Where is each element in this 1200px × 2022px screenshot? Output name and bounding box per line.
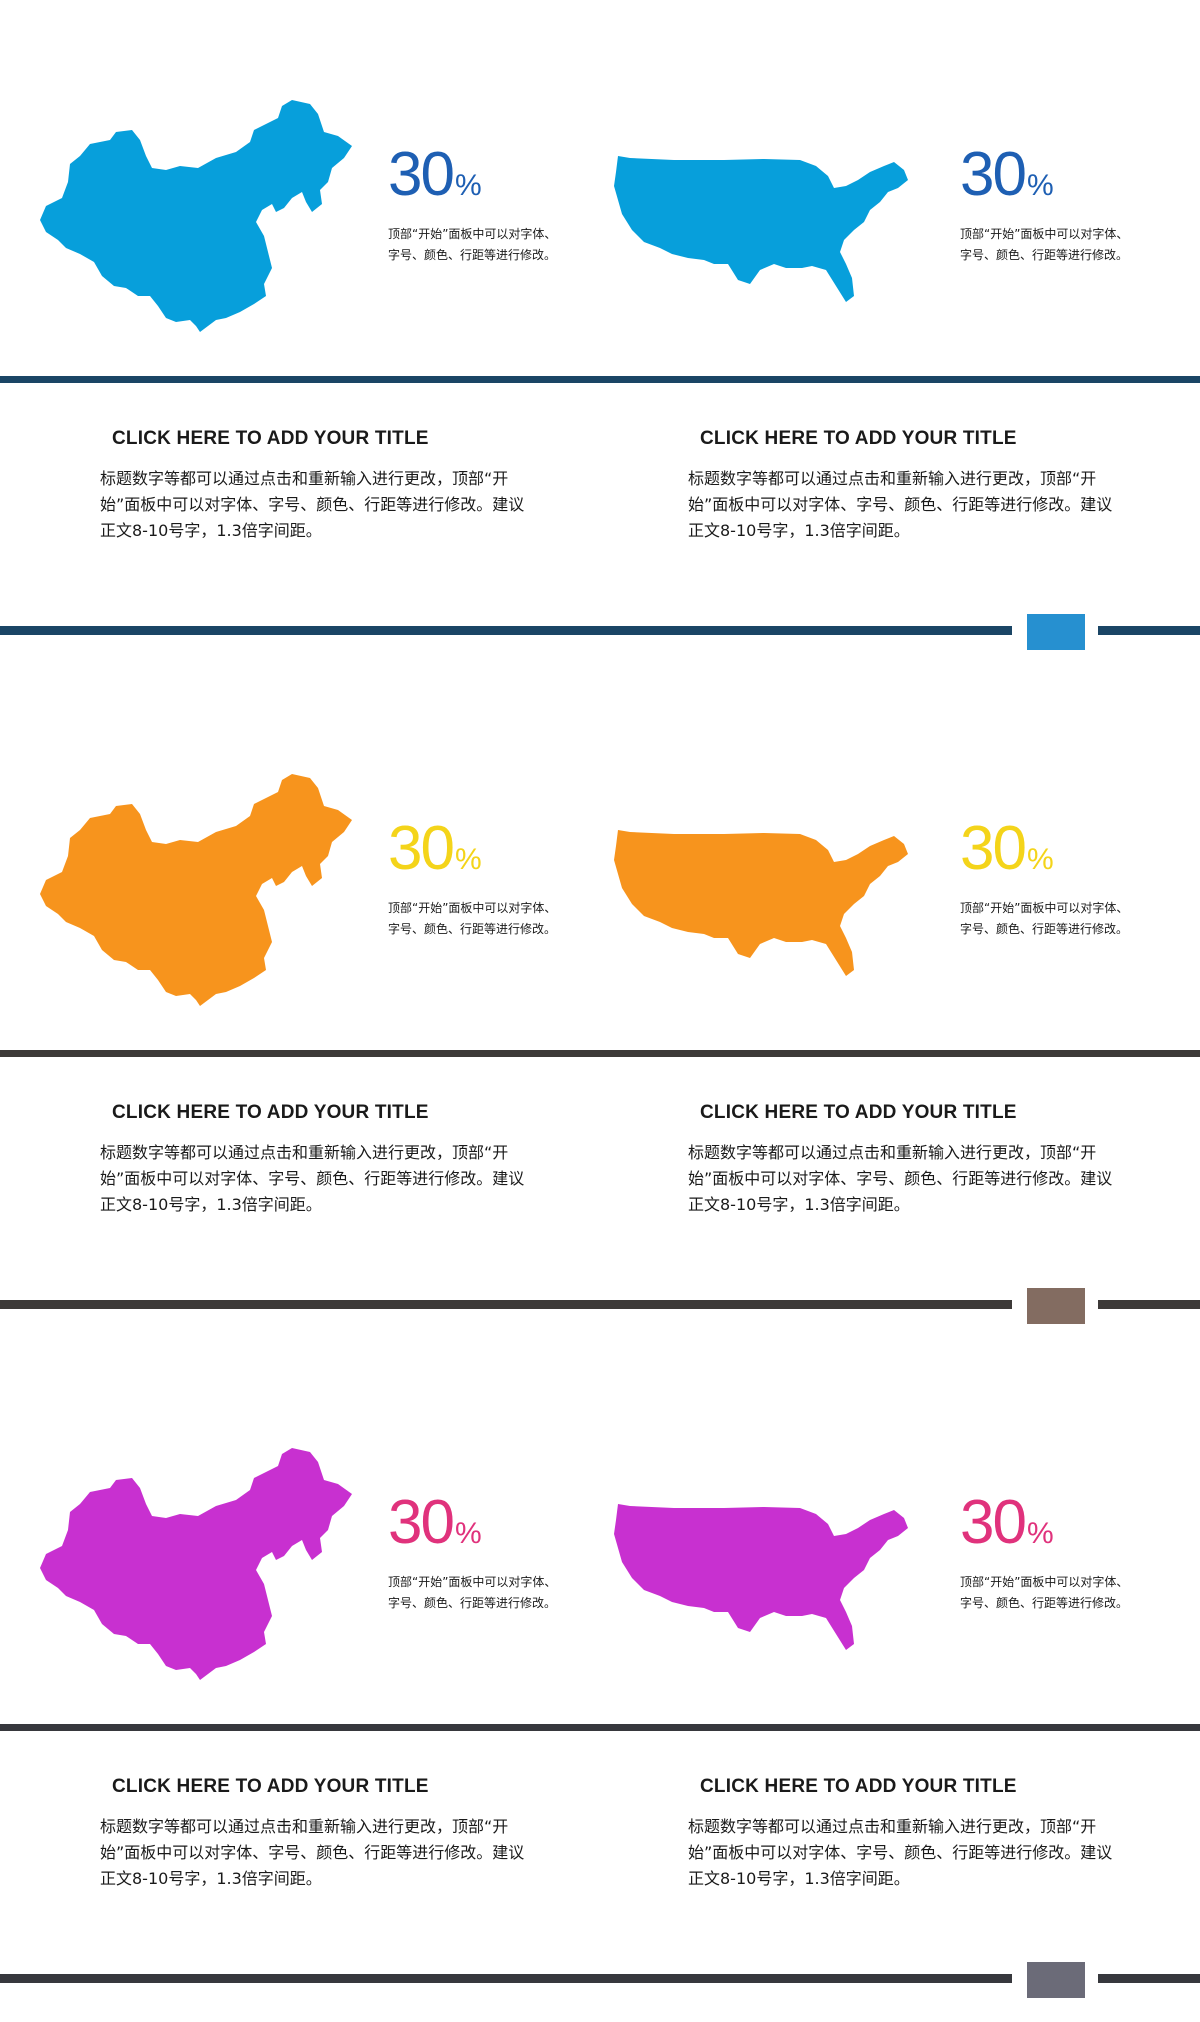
china-map-shape bbox=[40, 774, 352, 1006]
stat-left: 30% 顶部“开始”面板中可以对字体、字号、颜色、行距等进行修改。 bbox=[388, 1492, 568, 1614]
stat-number: 30 bbox=[960, 1488, 1027, 1557]
stat-number: 30 bbox=[960, 140, 1027, 209]
stat-number: 30 bbox=[388, 140, 455, 209]
footer-marker bbox=[1027, 1288, 1085, 1324]
stat-description: 顶部“开始”面板中可以对字体、字号、颜色、行距等进行修改。 bbox=[388, 227, 557, 262]
stat-description: 顶部“开始”面板中可以对字体、字号、颜色、行距等进行修改。 bbox=[388, 901, 557, 936]
block-body[interactable]: 标题数字等都可以通过点击和重新输入进行更改，顶部“开始”面板中可以对字体、字号、… bbox=[100, 469, 525, 540]
stat-description: 顶部“开始”面板中可以对字体、字号、颜色、行距等进行修改。 bbox=[388, 1575, 557, 1610]
stat-number: 30 bbox=[388, 1488, 455, 1557]
stat-unit: % bbox=[1026, 169, 1054, 202]
block-body[interactable]: 标题数字等都可以通过点击和重新输入进行更改，顶部“开始”面板中可以对字体、字号、… bbox=[688, 1817, 1113, 1888]
china-map bbox=[40, 774, 356, 1006]
china-map bbox=[40, 1448, 356, 1680]
stat-value-line: 30% bbox=[960, 818, 1140, 880]
block-title[interactable]: CLICK HERE TO ADD YOUR TITLE bbox=[112, 428, 429, 449]
divider-line bbox=[0, 376, 1200, 383]
slide-2: 30% 顶部“开始”面板中可以对字体、字号、颜色、行距等进行修改。 30% 顶部… bbox=[0, 674, 1200, 1348]
text-block-left: CLICK HERE TO ADD YOUR TITLE 标题数字等都可以通过点… bbox=[100, 428, 540, 544]
china-map-shape bbox=[40, 100, 352, 332]
slide-3: 30% 顶部“开始”面板中可以对字体、字号、颜色、行距等进行修改。 30% 顶部… bbox=[0, 1348, 1200, 2022]
footer-line-right bbox=[1098, 1300, 1200, 1309]
stat-right: 30% 顶部“开始”面板中可以对字体、字号、颜色、行距等进行修改。 bbox=[960, 818, 1140, 940]
footer-line-right bbox=[1098, 1974, 1200, 1983]
usa-map-shape bbox=[614, 1504, 908, 1650]
usa-map bbox=[614, 156, 910, 312]
block-body[interactable]: 标题数字等都可以通过点击和重新输入进行更改，顶部“开始”面板中可以对字体、字号、… bbox=[688, 469, 1113, 540]
footer-line-right bbox=[1098, 626, 1200, 635]
text-block-right: CLICK HERE TO ADD YOUR TITLE 标题数字等都可以通过点… bbox=[688, 428, 1128, 544]
stat-number: 30 bbox=[960, 814, 1027, 883]
stat-left: 30% 顶部“开始”面板中可以对字体、字号、颜色、行距等进行修改。 bbox=[388, 144, 568, 266]
stat-right: 30% 顶部“开始”面板中可以对字体、字号、颜色、行距等进行修改。 bbox=[960, 144, 1140, 266]
footer-line-left bbox=[0, 626, 1012, 635]
text-block-right: CLICK HERE TO ADD YOUR TITLE 标题数字等都可以通过点… bbox=[688, 1102, 1128, 1218]
block-title[interactable]: CLICK HERE TO ADD YOUR TITLE bbox=[700, 1102, 1017, 1123]
block-body[interactable]: 标题数字等都可以通过点击和重新输入进行更改，顶部“开始”面板中可以对字体、字号、… bbox=[100, 1143, 525, 1214]
slide-1: 30% 顶部“开始”面板中可以对字体、字号、颜色、行距等进行修改。 30% 顶部… bbox=[0, 0, 1200, 674]
stat-right: 30% 顶部“开始”面板中可以对字体、字号、颜色、行距等进行修改。 bbox=[960, 1492, 1140, 1614]
block-body[interactable]: 标题数字等都可以通过点击和重新输入进行更改，顶部“开始”面板中可以对字体、字号、… bbox=[688, 1143, 1113, 1214]
usa-map bbox=[614, 1504, 910, 1660]
stat-description: 顶部“开始”面板中可以对字体、字号、颜色、行距等进行修改。 bbox=[960, 227, 1129, 262]
divider-line bbox=[0, 1050, 1200, 1057]
stat-description: 顶部“开始”面板中可以对字体、字号、颜色、行距等进行修改。 bbox=[960, 1575, 1129, 1610]
footer-marker bbox=[1027, 614, 1085, 650]
usa-map bbox=[614, 830, 910, 986]
stat-unit: % bbox=[1026, 843, 1054, 876]
stat-value-line: 30% bbox=[388, 1492, 568, 1554]
stat-unit: % bbox=[454, 1517, 482, 1550]
footer-line-left bbox=[0, 1974, 1012, 1983]
block-title[interactable]: CLICK HERE TO ADD YOUR TITLE bbox=[700, 428, 1017, 449]
text-block-left: CLICK HERE TO ADD YOUR TITLE 标题数字等都可以通过点… bbox=[100, 1776, 540, 1892]
block-title[interactable]: CLICK HERE TO ADD YOUR TITLE bbox=[112, 1776, 429, 1797]
stat-value-line: 30% bbox=[960, 144, 1140, 206]
usa-map-shape bbox=[614, 156, 908, 302]
footer-line-left bbox=[0, 1300, 1012, 1309]
usa-map-shape bbox=[614, 830, 908, 976]
block-title[interactable]: CLICK HERE TO ADD YOUR TITLE bbox=[700, 1776, 1017, 1797]
block-title[interactable]: CLICK HERE TO ADD YOUR TITLE bbox=[112, 1102, 429, 1123]
stat-left: 30% 顶部“开始”面板中可以对字体、字号、颜色、行距等进行修改。 bbox=[388, 818, 568, 940]
stat-value-line: 30% bbox=[388, 818, 568, 880]
stat-value-line: 30% bbox=[388, 144, 568, 206]
text-block-right: CLICK HERE TO ADD YOUR TITLE 标题数字等都可以通过点… bbox=[688, 1776, 1128, 1892]
stat-unit: % bbox=[1026, 1517, 1054, 1550]
divider-line bbox=[0, 1724, 1200, 1731]
stat-number: 30 bbox=[388, 814, 455, 883]
stat-unit: % bbox=[454, 169, 482, 202]
footer-marker bbox=[1027, 1962, 1085, 1998]
text-block-left: CLICK HERE TO ADD YOUR TITLE 标题数字等都可以通过点… bbox=[100, 1102, 540, 1218]
stat-description: 顶部“开始”面板中可以对字体、字号、颜色、行距等进行修改。 bbox=[960, 901, 1129, 936]
stat-unit: % bbox=[454, 843, 482, 876]
china-map bbox=[40, 100, 356, 332]
china-map-shape bbox=[40, 1448, 352, 1680]
block-body[interactable]: 标题数字等都可以通过点击和重新输入进行更改，顶部“开始”面板中可以对字体、字号、… bbox=[100, 1817, 525, 1888]
stat-value-line: 30% bbox=[960, 1492, 1140, 1554]
